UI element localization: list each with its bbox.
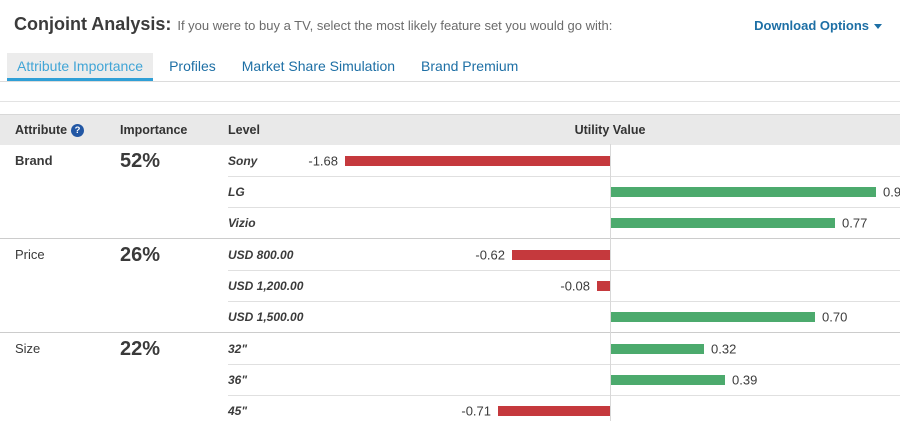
utility-value-label: 0.77 <box>842 215 868 231</box>
download-options-button[interactable]: Download Options <box>754 18 882 33</box>
level-label: USD 1,200.00 <box>228 270 345 301</box>
utility-value-label: 0.70 <box>822 309 848 325</box>
attribute-name: Size <box>15 341 41 356</box>
level-label: 32" <box>228 341 248 356</box>
utility-value-label: 0.39 <box>732 372 758 388</box>
zero-axis-line <box>610 238 611 271</box>
page-subtitle: If you were to buy a TV, select the most… <box>177 18 613 33</box>
level-label: Sony <box>228 153 258 168</box>
column-header-utility-value: Utility Value <box>345 115 900 145</box>
utility-value-label: 0.32 <box>711 341 737 356</box>
utility-bar-cell: 0.91 <box>345 176 900 208</box>
column-header-utility-value-label: Utility Value <box>574 123 646 137</box>
column-header-attribute: Attribute? <box>15 123 120 137</box>
tab-market-share-simulation[interactable]: Market Share Simulation <box>241 58 396 74</box>
bar-zone: 0.70 <box>611 302 900 332</box>
conjoint-table: Attribute? Importance Level Utility Valu… <box>0 114 900 421</box>
zero-axis-line <box>610 395 611 421</box>
utility-bar-cell: 0.32 <box>345 332 900 365</box>
column-header-attribute-label: Attribute <box>15 123 68 137</box>
level-label: USD 800.00 <box>228 247 294 262</box>
bar-zone: 0.77 <box>611 208 900 238</box>
column-header-level: Level <box>228 123 260 137</box>
utility-bar <box>512 249 610 260</box>
utility-bar-cell: 0.39 <box>345 364 900 396</box>
attribute-name: Price <box>15 247 45 262</box>
utility-bar <box>498 406 610 416</box>
bar-zone: -0.71 <box>345 396 610 421</box>
level-label: LG <box>228 176 345 207</box>
zero-axis-line <box>610 176 611 208</box>
level-label: 45" <box>228 395 345 421</box>
utility-bar-cell: -1.68 <box>308 144 900 177</box>
zero-axis-line <box>610 332 611 365</box>
bar-zone: 0.32 <box>611 333 900 364</box>
attribute-name: Brand <box>15 153 53 168</box>
tab-brand-premium[interactable]: Brand Premium <box>421 58 519 74</box>
utility-bar-cell: -0.08 <box>345 270 900 302</box>
utility-bar-cell: 0.70 <box>345 301 900 333</box>
attribute-section-price: Price 26% USD 800.00 -0.62 USD 1,200.00 -0.08… <box>0 238 900 333</box>
bar-zone: -0.08 <box>345 271 610 301</box>
utility-bar-cell: -0.71 <box>345 395 900 421</box>
download-options-label: Download Options <box>754 18 869 33</box>
zero-axis-line <box>610 364 611 396</box>
table-top-divider <box>0 101 900 102</box>
utility-bar-cell: 0.77 <box>345 207 900 239</box>
bar-zone: -0.62 <box>345 239 610 270</box>
utility-value-label: -0.08 <box>560 278 590 294</box>
bar-zone: 0.39 <box>611 365 900 395</box>
page-header: Conjoint Analysis: If you were to buy a T… <box>0 0 900 43</box>
tab-attribute-importance[interactable]: Attribute Importance <box>7 53 154 81</box>
level-label: Vizio <box>228 207 345 238</box>
page-title: Conjoint Analysis: <box>14 14 172 34</box>
utility-bar <box>611 187 876 197</box>
utility-value-label: -0.71 <box>461 403 491 419</box>
bar-zone: -1.68 <box>308 145 610 176</box>
utility-bar <box>611 218 835 228</box>
utility-bar <box>611 343 704 354</box>
utility-bar-cell: -0.62 <box>345 238 900 271</box>
help-icon[interactable]: ? <box>71 124 85 137</box>
utility-bar <box>611 312 815 322</box>
attribute-section-brand: Brand 52% Sony -1.68 LG 0.91 Vizio 0.77 <box>0 144 900 239</box>
column-header-importance: Importance <box>120 123 188 137</box>
importance-value: 22% <box>120 338 161 360</box>
zero-axis-line <box>610 144 611 177</box>
utility-bar <box>597 281 610 291</box>
tab-bar: Attribute Importance Profiles Market Share… <box>0 53 900 82</box>
utility-bar <box>611 375 725 385</box>
zero-axis-line <box>610 207 611 239</box>
table-header-row: Attribute? Importance Level Utility Valu… <box>0 114 900 145</box>
caret-down-icon <box>874 24 882 29</box>
importance-value: 52% <box>120 150 161 172</box>
level-label: USD 1,500.00 <box>228 301 345 332</box>
tab-profiles[interactable]: Profiles <box>169 58 216 74</box>
zero-axis-line <box>610 270 611 302</box>
utility-value-label: -1.68 <box>308 153 338 168</box>
level-label: 36" <box>228 364 345 395</box>
attribute-section-size: Size 22% 32" 0.32 36" 0.39 45" -0.71 <box>0 332 900 421</box>
zero-axis-line <box>610 301 611 333</box>
title-group: Conjoint Analysis: If you were to buy a T… <box>14 14 612 35</box>
importance-value: 26% <box>120 244 161 266</box>
utility-value-label: -0.62 <box>475 247 505 262</box>
utility-value-label: 0.91 <box>883 184 900 200</box>
table-body: Brand 52% Sony -1.68 LG 0.91 Vizio 0.77 Price 26%… <box>0 144 900 421</box>
utility-bar <box>345 155 610 166</box>
bar-zone: 0.91 <box>611 177 900 207</box>
